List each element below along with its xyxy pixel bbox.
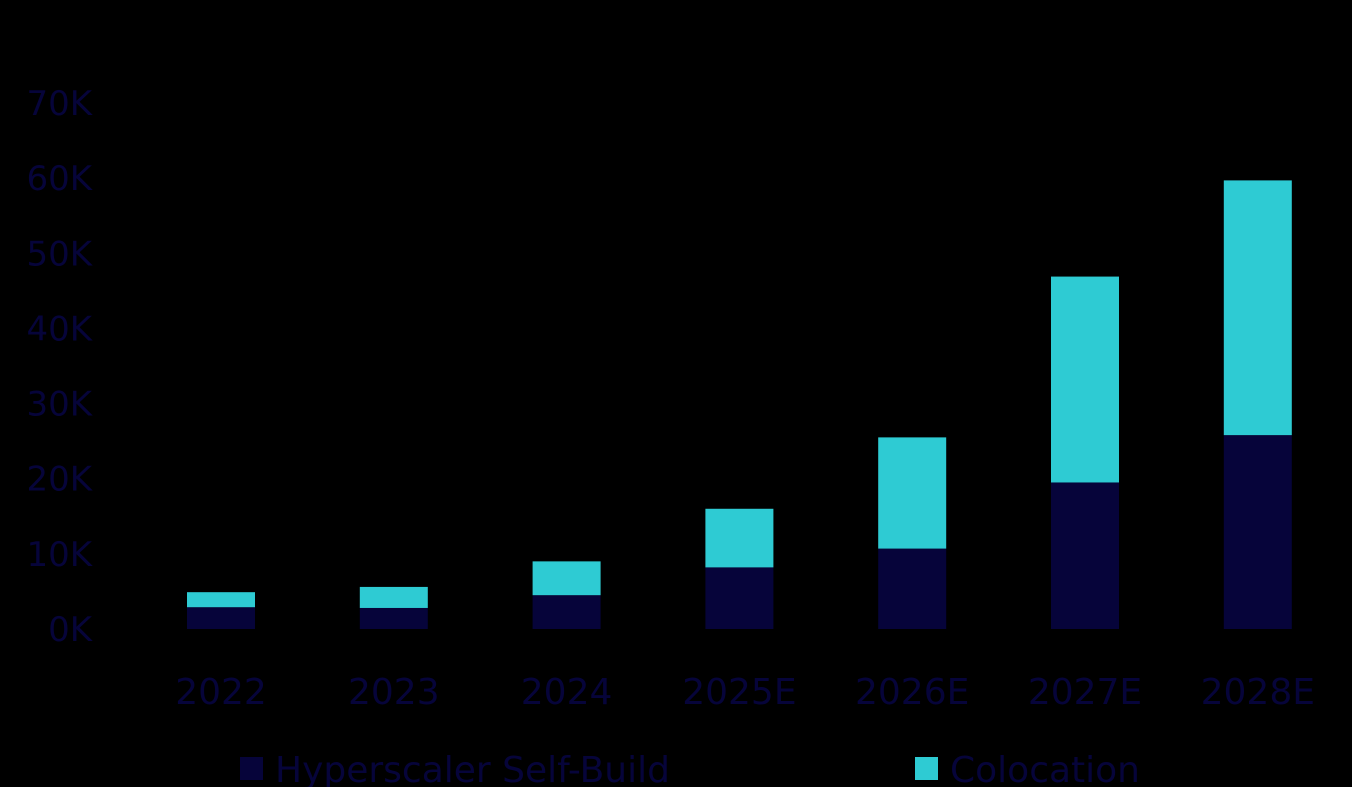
legend: Hyperscaler Self-Build Colocation — [240, 750, 1140, 787]
y-tick-label: 70K — [26, 84, 93, 124]
y-axis: 0K 10K 20K 30K 40K 50K 60K 70K — [26, 84, 93, 650]
bar-segment-colocation — [1051, 276, 1119, 483]
bar-segment-hyperscaler-self-build — [1051, 482, 1119, 629]
bars — [187, 180, 1292, 629]
bar-segment-hyperscaler-self-build — [187, 607, 255, 629]
x-tick-label: 2022 — [175, 672, 267, 713]
x-tick-label: 2023 — [348, 672, 440, 713]
x-tick-label: 2025E — [682, 672, 796, 713]
bar-segment-hyperscaler-self-build — [705, 567, 774, 629]
bar-segment-hyperscaler-self-build — [532, 595, 601, 629]
legend-swatch — [915, 757, 938, 780]
y-tick-label: 50K — [26, 234, 93, 274]
legend-label: Hyperscaler Self-Build — [275, 750, 670, 787]
legend-swatch — [240, 757, 263, 780]
bar-segment-colocation — [878, 437, 947, 549]
y-tick-label: 10K — [26, 535, 93, 575]
x-tick-label: 2024 — [521, 672, 613, 713]
y-tick-label: 60K — [26, 159, 93, 199]
x-axis: 2022 2023 2024 2025E 2026E 2027E 2028E — [175, 672, 1315, 713]
bar-segment-hyperscaler-self-build — [1223, 435, 1292, 629]
bar-segment-colocation — [1223, 180, 1292, 436]
bar-segment-colocation — [705, 508, 774, 568]
bar-segment-hyperscaler-self-build — [359, 607, 428, 629]
y-tick-label: 0K — [48, 610, 94, 650]
y-tick-label: 40K — [26, 309, 93, 349]
legend-label: Colocation — [950, 750, 1140, 787]
x-tick-label: 2028E — [1201, 672, 1315, 713]
bar-segment-colocation — [532, 561, 601, 596]
y-tick-label: 20K — [26, 460, 93, 500]
x-tick-label: 2027E — [1028, 672, 1142, 713]
y-tick-label: 30K — [26, 385, 93, 425]
bar-segment-hyperscaler-self-build — [878, 548, 947, 629]
bar-segment-colocation — [359, 586, 428, 608]
bar-segment-colocation — [187, 592, 255, 608]
x-tick-label: 2026E — [855, 672, 969, 713]
